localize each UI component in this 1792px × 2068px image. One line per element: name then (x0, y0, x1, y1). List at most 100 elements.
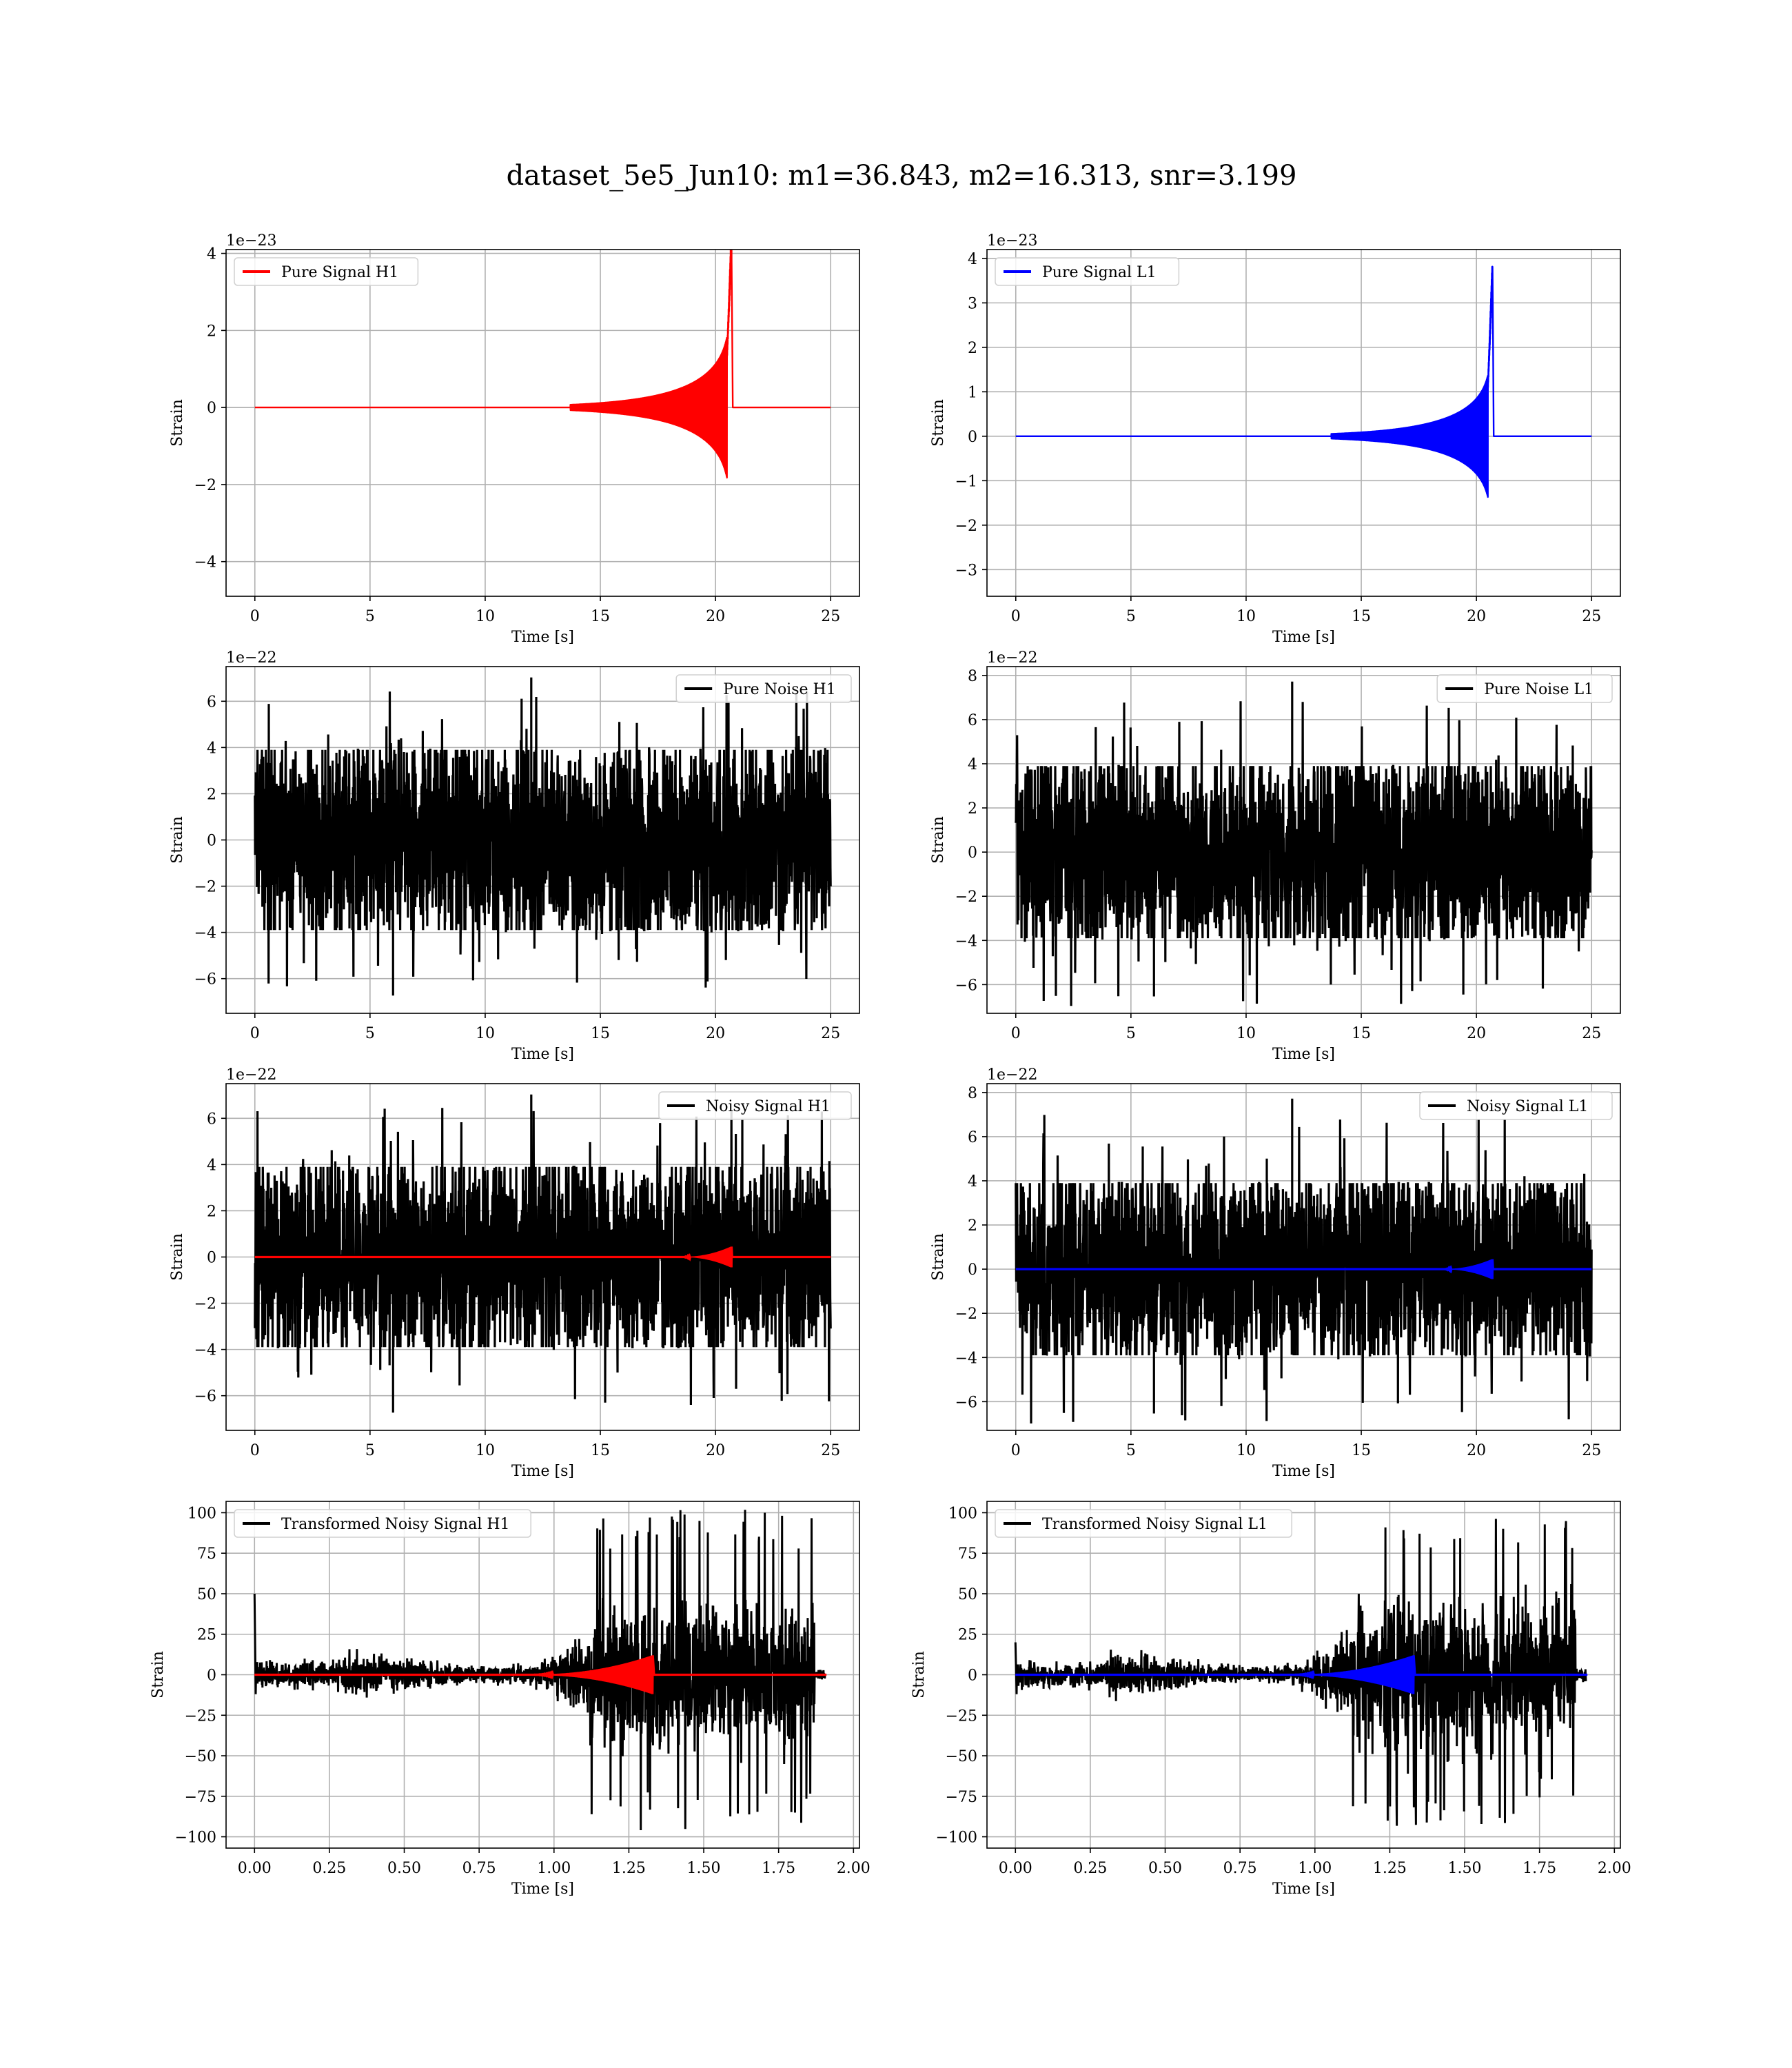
x-tick-label: 10 (1236, 1025, 1256, 1042)
y-tick-label: 100 (948, 1505, 977, 1522)
subplot-p22: 0 5 10 15 20 25 −6 −4 −2 0 2 4 6 8 Time [s] Strain 1e−22… (930, 649, 1621, 1063)
y-tick-label: −50 (185, 1748, 216, 1765)
x-tick-label: 0.50 (1148, 1860, 1182, 1877)
plot-area (1015, 1098, 1593, 1424)
x-tick-label: 25 (1582, 1442, 1601, 1459)
x-tick-label: 15 (1352, 608, 1371, 625)
plot-area (254, 1094, 832, 1413)
subplot-p31: 0 5 10 15 20 25 −6 −4 −2 0 2 4 6 Time [s] Strain 1e−22 N… (169, 1066, 860, 1480)
legend-box (234, 257, 419, 286)
plot-area (1015, 681, 1593, 1006)
x-tick-label: 10 (1236, 608, 1256, 625)
x-tick-label: 5 (1126, 608, 1136, 625)
x-tick-label: 15 (591, 608, 610, 625)
legend-label: Noisy Signal L1 (1467, 1098, 1588, 1115)
y-tick-label: 6 (968, 712, 977, 729)
legend-label: Pure Signal L1 (1042, 264, 1157, 281)
plot-area (1014, 1519, 1588, 1826)
y-tick-label: 2 (207, 786, 216, 803)
legend-box (1419, 1091, 1613, 1120)
y-tick-label: −6 (194, 971, 216, 989)
y-axis-label: Strain (150, 1651, 167, 1699)
y-axis-label: Strain (169, 816, 186, 864)
x-tick-label: 15 (591, 1025, 610, 1042)
series-line-signal-overlay (1015, 1655, 1588, 1694)
x-tick-label: 20 (1467, 608, 1486, 625)
y-tick-label: 50 (197, 1586, 216, 1603)
x-tick-label: 0.75 (1223, 1860, 1257, 1877)
legend: Noisy Signal H1 (658, 1091, 852, 1120)
series-line-noisy (254, 1094, 832, 1413)
y-tick-label: 4 (968, 756, 977, 773)
series-line-noise (1015, 681, 1593, 1006)
y-tick-label: 3 (968, 295, 977, 312)
y-tick-label: −75 (946, 1789, 977, 1806)
x-tick-label: 0 (250, 1442, 260, 1459)
x-axis-label: Time [s] (511, 629, 574, 646)
y-tick-label: −25 (946, 1707, 977, 1725)
x-tick-label: 15 (1352, 1442, 1371, 1459)
legend-label: Noisy Signal H1 (706, 1098, 831, 1115)
x-tick-label: 1.75 (762, 1860, 795, 1877)
x-tick-label: 0.50 (387, 1860, 421, 1877)
x-tick-label: 20 (706, 1442, 725, 1459)
y-tick-label: 8 (968, 1085, 977, 1102)
x-tick-label: 0.75 (462, 1860, 496, 1877)
x-tick-label: 1.00 (537, 1860, 571, 1877)
legend-box (675, 674, 852, 703)
axes-frame (225, 249, 860, 597)
x-tick-label: 25 (821, 608, 840, 625)
offset-label: 1e−22 (987, 1066, 1037, 1084)
plot-area (253, 1510, 827, 1831)
offset-label: 1e−22 (226, 1066, 276, 1084)
x-tick-label: 0.00 (238, 1860, 272, 1877)
x-tick-label: 10 (476, 1442, 495, 1459)
axes-frame (986, 249, 1621, 597)
legend: Noisy Signal L1 (1419, 1091, 1613, 1120)
x-tick-label: 1.75 (1523, 1860, 1556, 1877)
legend: Pure Signal H1 (234, 257, 419, 286)
offset-label: 1e−23 (226, 232, 276, 250)
series-line-transformed (253, 1510, 826, 1831)
legend-label: Pure Signal H1 (281, 264, 398, 281)
legend-box (234, 1509, 531, 1538)
legend: Transformed Noisy Signal L1 (995, 1509, 1292, 1538)
x-tick-label: 5 (1126, 1025, 1136, 1042)
x-tick-label: 15 (591, 1442, 610, 1459)
x-tick-label: 1.00 (1298, 1860, 1332, 1877)
offset-label: 1e−23 (987, 232, 1037, 250)
x-tick-label: 25 (1582, 1025, 1601, 1042)
y-tick-label: −6 (955, 1394, 977, 1411)
legend-box (995, 1509, 1292, 1538)
y-tick-label: −6 (955, 977, 977, 994)
y-tick-label: 0 (207, 833, 216, 850)
legend-label: Pure Noise H1 (723, 681, 836, 698)
x-tick-label: 0.25 (312, 1860, 346, 1877)
x-tick-label: 5 (365, 1442, 375, 1459)
y-axis-label: Strain (169, 1233, 186, 1281)
x-tick-label: 25 (821, 1442, 840, 1459)
x-axis-label: Time [s] (1272, 1881, 1335, 1898)
x-tick-label: 0 (1011, 608, 1021, 625)
y-tick-label: 75 (958, 1545, 977, 1563)
x-tick-label: 10 (1236, 1442, 1256, 1459)
x-tick-label: 15 (1352, 1025, 1371, 1042)
y-axis-label: Strain (930, 1233, 947, 1281)
y-tick-label: −2 (194, 477, 216, 494)
y-tick-label: 25 (197, 1627, 216, 1644)
subplot-p12: 0 5 10 15 20 25 −3 −2 −1 0 1 2 3 4 Time [s] Strain 1e−23… (930, 232, 1621, 646)
series-line-signal (254, 250, 831, 479)
legend-box (995, 257, 1180, 286)
y-tick-label: −25 (185, 1707, 216, 1725)
x-axis-label: Time [s] (511, 1881, 574, 1898)
y-tick-label: 50 (958, 1586, 977, 1603)
x-tick-label: 0.00 (999, 1860, 1032, 1877)
x-tick-label: 20 (706, 608, 725, 625)
y-tick-label: 2 (968, 340, 977, 357)
x-tick-label: 1.50 (1448, 1860, 1482, 1877)
axes-frame (986, 1083, 1621, 1431)
y-tick-label: −1 (955, 473, 977, 490)
